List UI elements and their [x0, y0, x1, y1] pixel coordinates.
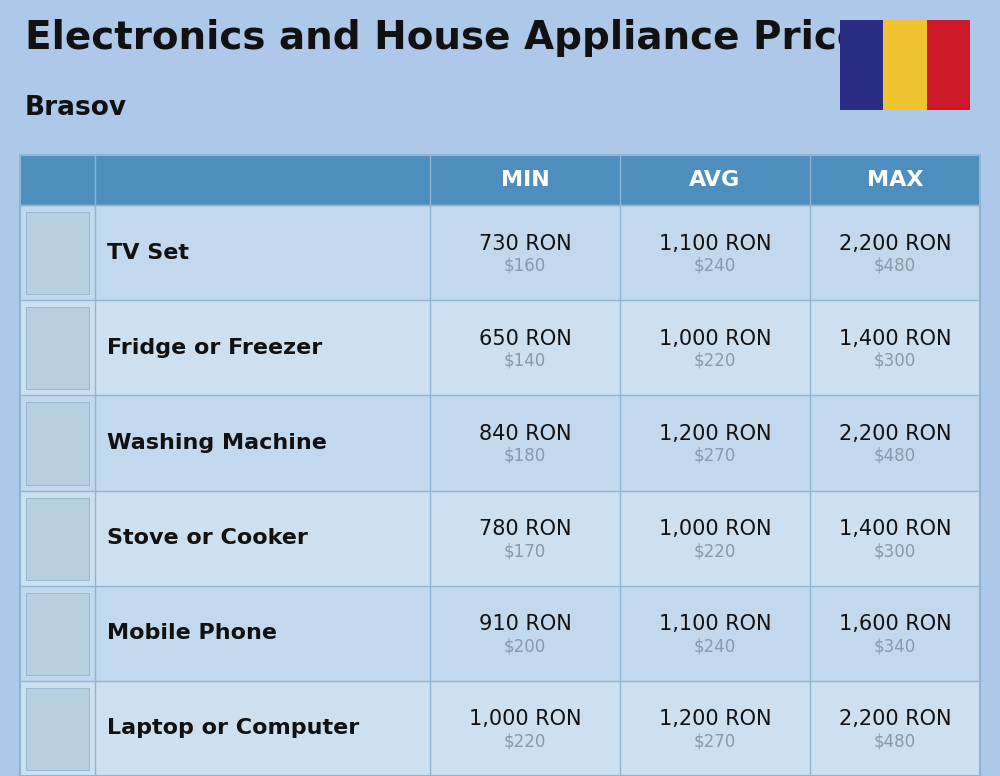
Bar [26, 402, 89, 484]
Bar [20, 301, 980, 395]
Bar [20, 155, 980, 205]
Text: 730 RON: 730 RON [479, 234, 571, 254]
Text: $160: $160 [504, 257, 546, 275]
Text: Laptop or Computer: Laptop or Computer [107, 719, 359, 739]
Text: 2,200 RON: 2,200 RON [839, 709, 951, 729]
Bar [20, 491, 980, 586]
Bar [20, 587, 980, 681]
Text: $240: $240 [694, 637, 736, 655]
Text: 2,200 RON: 2,200 RON [839, 234, 951, 254]
Bar [26, 593, 89, 675]
Text: $300: $300 [874, 542, 916, 560]
Text: 780 RON: 780 RON [479, 519, 571, 539]
Bar [26, 212, 89, 294]
Text: $220: $220 [504, 733, 546, 750]
Text: $480: $480 [874, 257, 916, 275]
Text: MAX: MAX [867, 170, 923, 190]
Text: 1,400 RON: 1,400 RON [839, 329, 951, 348]
Text: AVG: AVG [689, 170, 741, 190]
Text: 650 RON: 650 RON [479, 329, 571, 348]
Text: $220: $220 [694, 542, 736, 560]
Text: Brasov: Brasov [25, 95, 127, 121]
Text: 1,100 RON: 1,100 RON [659, 234, 771, 254]
Text: 1,600 RON: 1,600 RON [839, 615, 951, 634]
Text: $480: $480 [874, 733, 916, 750]
Text: $140: $140 [504, 352, 546, 369]
Bar [26, 307, 89, 390]
Text: $300: $300 [874, 352, 916, 369]
Text: $270: $270 [694, 447, 736, 465]
Text: 840 RON: 840 RON [479, 424, 571, 444]
Bar [927, 20, 970, 110]
Text: $340: $340 [874, 637, 916, 655]
Bar [20, 682, 980, 776]
Text: 910 RON: 910 RON [479, 615, 571, 634]
Text: $170: $170 [504, 542, 546, 560]
Bar [26, 497, 89, 580]
Bar [26, 688, 89, 770]
Text: $480: $480 [874, 447, 916, 465]
Text: 1,200 RON: 1,200 RON [659, 709, 771, 729]
Text: $180: $180 [504, 447, 546, 465]
Bar [20, 155, 980, 776]
Text: 1,000 RON: 1,000 RON [659, 329, 771, 348]
Text: Mobile Phone: Mobile Phone [107, 623, 277, 643]
Text: 1,100 RON: 1,100 RON [659, 615, 771, 634]
Text: Fridge or Freezer: Fridge or Freezer [107, 338, 322, 358]
Bar [20, 206, 980, 300]
Text: $220: $220 [694, 352, 736, 369]
Text: Washing Machine: Washing Machine [107, 433, 327, 453]
Text: TV Set: TV Set [107, 243, 189, 262]
Text: 1,000 RON: 1,000 RON [659, 519, 771, 539]
Bar [20, 397, 980, 490]
Bar [883, 20, 927, 110]
Text: $240: $240 [694, 257, 736, 275]
Text: Stove or Cooker: Stove or Cooker [107, 528, 308, 548]
Text: 1,000 RON: 1,000 RON [469, 709, 581, 729]
Bar [840, 20, 883, 110]
Text: $200: $200 [504, 637, 546, 655]
Text: 1,400 RON: 1,400 RON [839, 519, 951, 539]
Text: 2,200 RON: 2,200 RON [839, 424, 951, 444]
Text: Electronics and House Appliance Prices: Electronics and House Appliance Prices [25, 19, 886, 57]
Text: $270: $270 [694, 733, 736, 750]
Text: MIN: MIN [501, 170, 549, 190]
Text: 1,200 RON: 1,200 RON [659, 424, 771, 444]
